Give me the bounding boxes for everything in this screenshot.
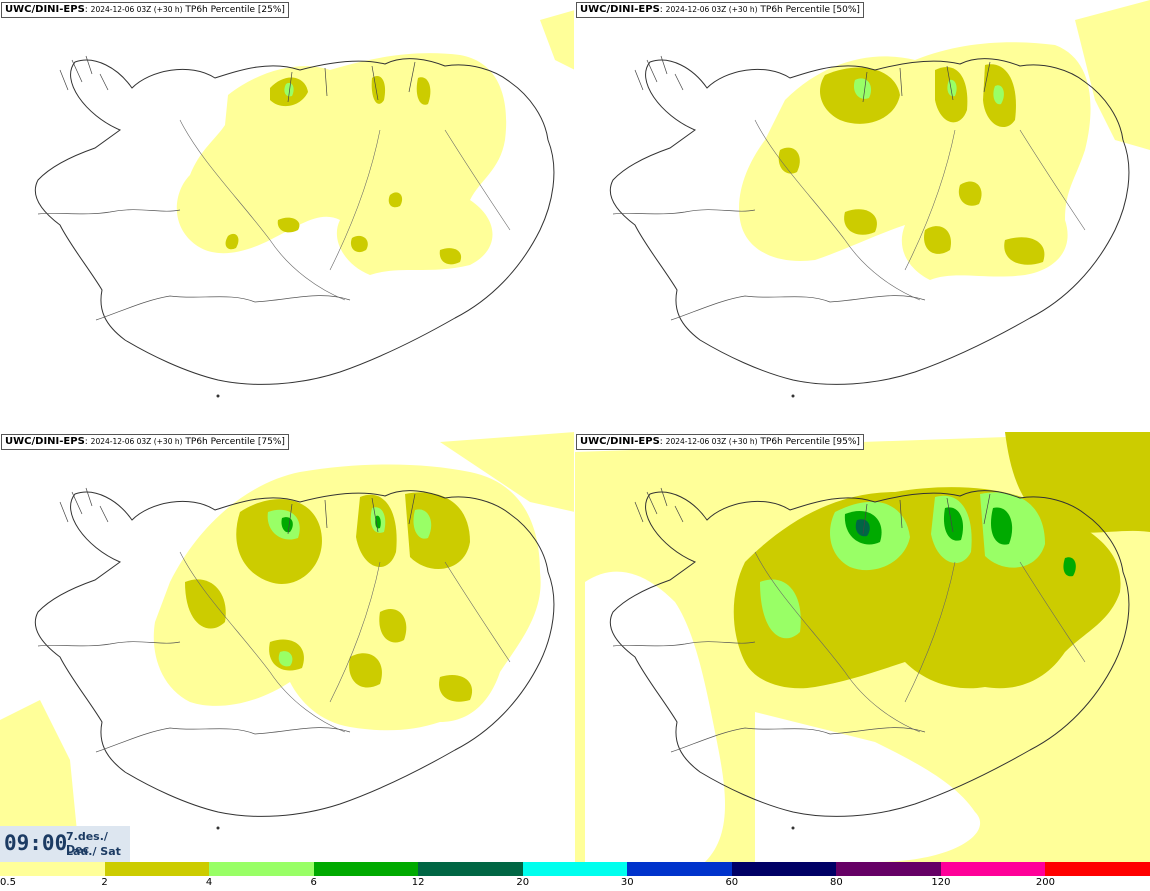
panel-title: UWC/DINI-EPS: 2024-12-06 03Z (+30 h) TP6… <box>1 434 289 450</box>
colorbar-tick-label: 6 <box>310 877 317 888</box>
precip-mid <box>844 209 877 235</box>
colorbar-segment-9 <box>940 862 1046 876</box>
colorbar-segment-7 <box>731 862 837 876</box>
precip-light <box>440 432 575 512</box>
panel-divider-horizontal <box>0 430 1150 432</box>
colorbar-segment-10 <box>1045 862 1150 876</box>
precip-mid <box>924 226 951 254</box>
precip-map <box>34 10 575 398</box>
precip-high <box>278 651 293 667</box>
precip-extreme <box>855 519 870 537</box>
colorbar-tick-label: 30 <box>620 877 634 888</box>
model-source: UWC/DINI-EPS <box>5 436 85 447</box>
precip-mid <box>778 147 800 174</box>
precip-heavy <box>990 507 1013 545</box>
precip-mid <box>277 217 300 233</box>
colorbar-tick-label: 20 <box>516 877 530 888</box>
precip-high <box>993 85 1004 105</box>
product-label: TP6h Percentile [25%] <box>185 5 285 15</box>
product-label: TP6h Percentile [95%] <box>760 437 860 447</box>
panel-title: UWC/DINI-EPS: 2024-12-06 03Z (+30 h) TP6… <box>1 2 289 18</box>
precip-mid <box>350 235 368 253</box>
precip-clear <box>755 712 981 862</box>
colorbar-tick-label: 120 <box>931 877 951 888</box>
colorbar-segment-8 <box>836 862 941 876</box>
colorbar-tick-label: 200 <box>1035 877 1055 888</box>
precip-mid <box>236 499 322 584</box>
map-panel-p95: UWC/DINI-EPS: 2024-12-06 03Z (+30 h) TP6… <box>575 432 1150 862</box>
run-time: 2024-12-06 03Z (+30 h) <box>665 437 758 446</box>
precip-map <box>609 0 1150 398</box>
valid-clock: 09:00 <box>4 831 68 855</box>
run-time: 2024-12-06 03Z (+30 h) <box>90 5 183 14</box>
colorbar-ticks: 0.5 2 4 6 12 20 30 60 80 120 200 <box>0 876 1150 891</box>
precip-mid <box>439 674 473 702</box>
precip-mid <box>185 579 226 629</box>
colorbar-segment-2 <box>209 862 314 876</box>
colorbar-tick-label: 2 <box>101 877 108 888</box>
precip-mid <box>416 77 431 105</box>
precip-light <box>0 700 80 862</box>
model-source: UWC/DINI-EPS <box>5 4 85 15</box>
precip-mid <box>379 608 407 643</box>
model-source: UWC/DINI-EPS <box>580 4 660 15</box>
run-time: 2024-12-06 03Z (+30 h) <box>665 5 758 14</box>
valid-day: Lau./ Sat <box>66 845 121 858</box>
precip-mid <box>1004 237 1045 265</box>
precip-light <box>540 10 575 70</box>
valid-date: 7.des./ Dec <box>66 830 108 856</box>
product-label: TP6h Percentile [50%] <box>760 5 860 15</box>
precip-light <box>1075 0 1150 150</box>
precip-heavy <box>1063 557 1076 577</box>
precip-mid <box>225 233 239 250</box>
precip-high <box>853 78 872 99</box>
precip-mid <box>388 192 403 208</box>
run-time: 2024-12-06 03Z (+30 h) <box>90 437 183 446</box>
colorbar-segment-0 <box>0 862 105 876</box>
model-source: UWC/DINI-EPS <box>580 436 660 447</box>
panel-title: UWC/DINI-EPS: 2024-12-06 03Z (+30 h) TP6… <box>576 434 864 450</box>
map-panel-p50: UWC/DINI-EPS: 2024-12-06 03Z (+30 h) TP6… <box>575 0 1150 430</box>
precip-mid <box>439 248 462 265</box>
precip-high <box>947 79 957 97</box>
map-panel-p75: UWC/DINI-EPS: 2024-12-06 03Z (+30 h) TP6… <box>0 432 575 862</box>
colorbar-segment-4 <box>418 862 523 876</box>
map-panel-p25: UWC/DINI-EPS: 2024-12-06 03Z (+30 h) TP6… <box>0 0 575 430</box>
colorbar-segment-3 <box>313 862 419 876</box>
precip-high <box>284 82 294 97</box>
precip-colorbar <box>0 862 1150 876</box>
precip-heavy <box>943 507 964 541</box>
precip-mid <box>958 181 982 206</box>
precip-high <box>760 579 801 639</box>
valid-time-box: 09:00 7.des./ Dec Lau./ Sat <box>0 826 130 862</box>
colorbar-segment-5 <box>522 862 628 876</box>
precip-high <box>413 509 432 539</box>
colorbar-tick-label: 0.5 <box>0 877 16 888</box>
product-label: TP6h Percentile [75%] <box>185 437 285 447</box>
colorbar-tick-label: 12 <box>411 877 425 888</box>
precip-light <box>176 53 507 275</box>
panel-title: UWC/DINI-EPS: 2024-12-06 03Z (+30 h) TP6… <box>576 2 864 18</box>
colorbar-segment-1 <box>104 862 210 876</box>
precip-map <box>0 432 575 862</box>
colorbar-tick-label: 80 <box>829 877 843 888</box>
precip-mid <box>349 653 382 688</box>
colorbar-tick-label: 60 <box>725 877 739 888</box>
colorbar-tick-label: 4 <box>205 877 213 888</box>
colorbar-segment-6 <box>627 862 732 876</box>
precip-map <box>575 432 1150 862</box>
